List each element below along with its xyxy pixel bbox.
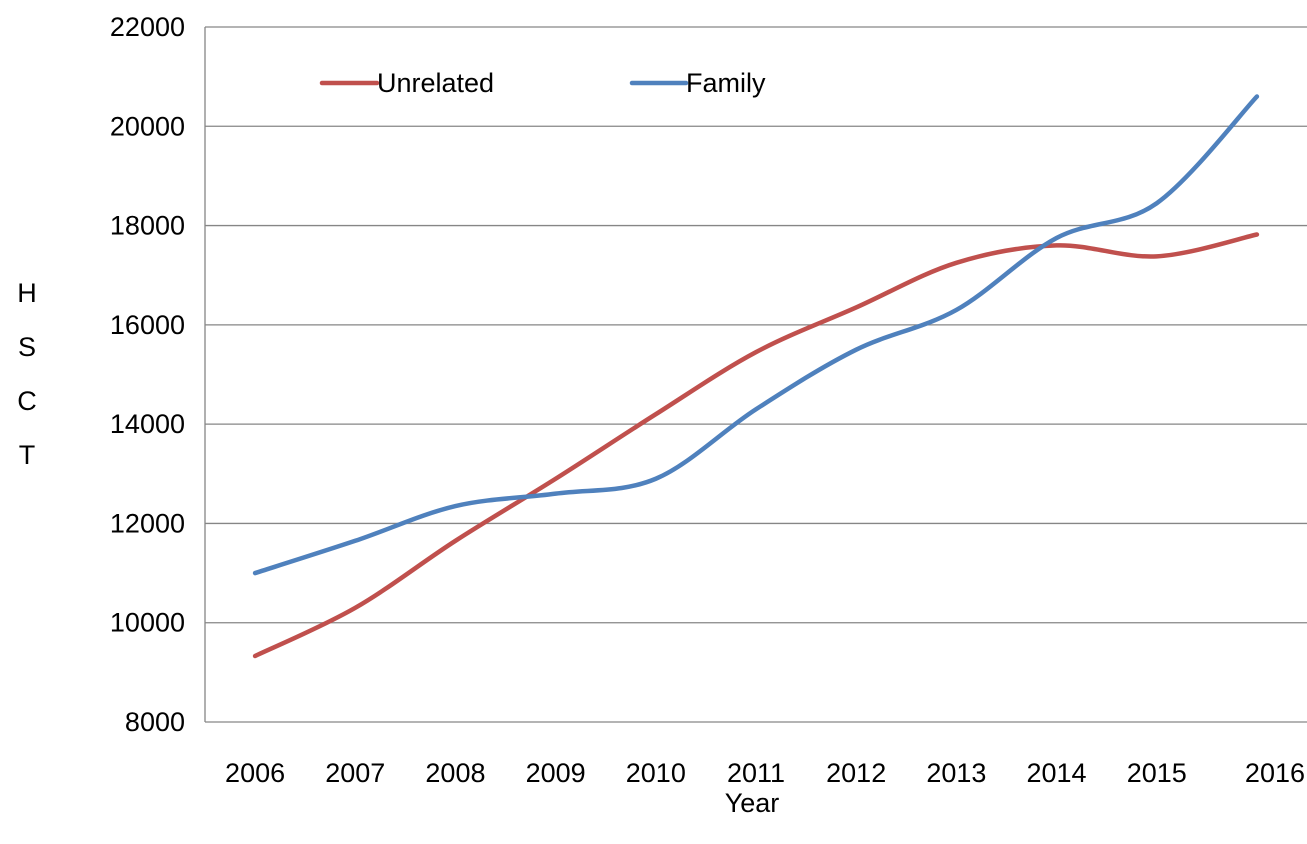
y-axis-title-letter: S bbox=[18, 332, 36, 362]
legend: Unrelated Family bbox=[319, 68, 766, 98]
x-tick-label: 2010 bbox=[626, 758, 686, 788]
x-tick-label: 2016 bbox=[1245, 758, 1305, 788]
x-tick-label: 2015 bbox=[1127, 758, 1187, 788]
x-tick-label: 2008 bbox=[425, 758, 485, 788]
x-tick-label: 2006 bbox=[225, 758, 285, 788]
x-tick-label: 2014 bbox=[1027, 758, 1087, 788]
y-tick-label: 20000 bbox=[110, 111, 185, 141]
y-tick-label: 18000 bbox=[110, 211, 185, 241]
x-tick-label: 2007 bbox=[325, 758, 385, 788]
y-tick-label: 12000 bbox=[110, 508, 185, 538]
y-tick-label: 14000 bbox=[110, 409, 185, 439]
y-tick-label: 10000 bbox=[110, 608, 185, 638]
legend-label-family: Family bbox=[686, 68, 766, 98]
x-tick-label: 2011 bbox=[727, 758, 785, 788]
gridlines bbox=[205, 26, 1307, 624]
series-line-family bbox=[252, 94, 1260, 576]
legend-label-unrelated: Unrelated bbox=[377, 68, 494, 98]
y-axis-title-letter: H bbox=[17, 278, 37, 308]
axes bbox=[204, 27, 1307, 723]
y-axis-title-letter: C bbox=[17, 386, 37, 416]
y-tick-label: 8000 bbox=[125, 707, 185, 737]
x-tick-label: 2009 bbox=[526, 758, 586, 788]
y-axis-title-letter: T bbox=[19, 440, 36, 470]
y-tick-labels: 8000 10000 12000 14000 16000 18000 20000 22000 bbox=[110, 12, 185, 737]
series-line-unrelated bbox=[252, 232, 1260, 659]
x-tick-label: 2013 bbox=[926, 758, 986, 788]
x-axis-title: Year bbox=[725, 788, 780, 818]
y-tick-label: 22000 bbox=[110, 12, 185, 42]
y-tick-label: 16000 bbox=[110, 310, 185, 340]
x-tick-label: 2012 bbox=[826, 758, 886, 788]
x-tick-labels: 2006 2007 2008 2009 2010 2011 2012 2013 2014 2015… bbox=[225, 758, 1305, 788]
series-lines bbox=[252, 94, 1260, 659]
